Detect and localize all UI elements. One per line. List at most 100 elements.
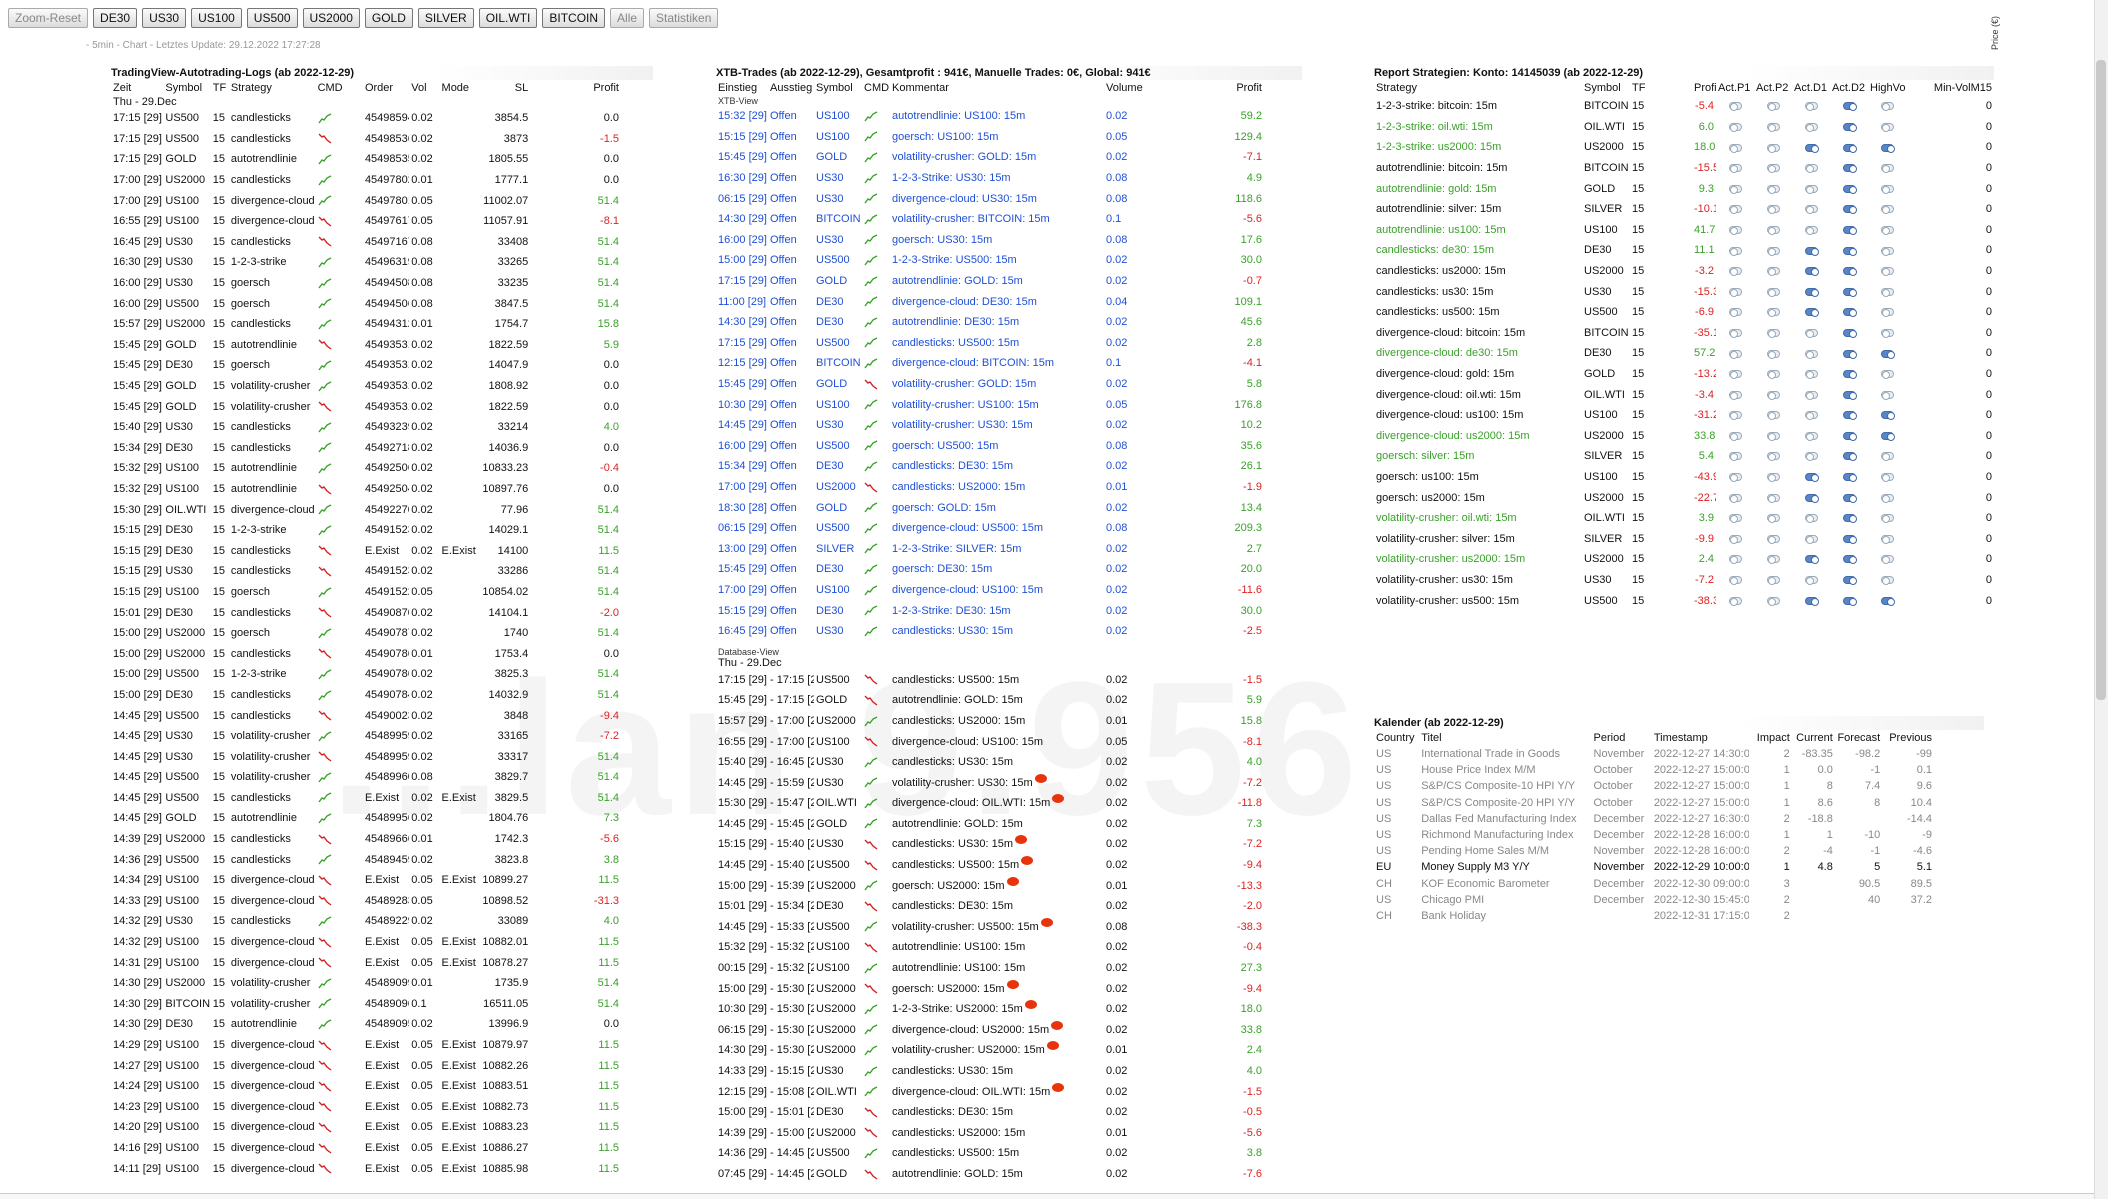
act-p2-toggle[interactable] [1766, 184, 1780, 194]
act-d2-toggle[interactable] [1842, 534, 1857, 544]
act-p2-toggle[interactable] [1766, 267, 1780, 277]
toolbar-button-us500[interactable]: US500 [246, 8, 298, 28]
highvol-toggle[interactable] [1880, 205, 1894, 215]
act-p2-toggle[interactable] [1766, 576, 1780, 586]
toolbar-button-us2000[interactable]: US2000 [302, 8, 360, 28]
act-d1-toggle[interactable] [1804, 349, 1818, 359]
act-d1-toggle[interactable] [1804, 596, 1819, 606]
act-d1-toggle[interactable] [1804, 184, 1818, 194]
highvol-toggle[interactable] [1880, 246, 1894, 256]
toolbar-button-silver[interactable]: SILVER [417, 8, 474, 28]
act-d1-toggle[interactable] [1804, 370, 1818, 380]
act-d1-toggle[interactable] [1804, 452, 1818, 462]
toolbar-button-bitcoin[interactable]: BITCOIN [542, 8, 606, 28]
highvol-toggle[interactable] [1880, 184, 1894, 194]
act-p1-toggle[interactable] [1728, 596, 1742, 606]
act-d2-toggle[interactable] [1842, 576, 1857, 586]
act-p2-toggle[interactable] [1766, 246, 1780, 256]
toolbar-button-oil-wti[interactable]: OIL.WTI [478, 8, 538, 28]
act-d1-toggle[interactable] [1804, 431, 1818, 441]
highvol-toggle[interactable] [1880, 555, 1894, 565]
act-d1-toggle[interactable] [1804, 328, 1818, 338]
act-p1-toggle[interactable] [1728, 555, 1742, 565]
act-d2-toggle[interactable] [1842, 287, 1857, 297]
act-d1-toggle[interactable] [1804, 411, 1818, 421]
act-d1-toggle[interactable] [1804, 493, 1819, 503]
act-p2-toggle[interactable] [1766, 102, 1780, 112]
toolbar-button-us100[interactable]: US100 [191, 8, 242, 28]
act-p2-toggle[interactable] [1766, 205, 1780, 215]
horizontal-scrollbar[interactable] [0, 1193, 2094, 1199]
act-d2-toggle[interactable] [1842, 246, 1857, 256]
toolbar-button-us30[interactable]: US30 [142, 8, 187, 28]
act-p2-toggle[interactable] [1766, 122, 1780, 132]
act-p1-toggle[interactable] [1728, 473, 1742, 483]
act-p2-toggle[interactable] [1766, 473, 1780, 483]
act-d2-toggle[interactable] [1842, 390, 1857, 400]
act-p1-toggle[interactable] [1728, 514, 1742, 524]
act-d2-toggle[interactable] [1842, 184, 1857, 194]
act-d2-toggle[interactable] [1842, 493, 1857, 503]
highvol-toggle[interactable] [1880, 225, 1894, 235]
act-p2-toggle[interactable] [1766, 514, 1780, 524]
act-p2-toggle[interactable] [1766, 308, 1780, 318]
act-d2-toggle[interactable] [1842, 308, 1857, 318]
highvol-toggle[interactable] [1880, 122, 1894, 132]
act-p1-toggle[interactable] [1728, 370, 1742, 380]
act-d2-toggle[interactable] [1842, 411, 1857, 421]
act-p1-toggle[interactable] [1728, 576, 1742, 586]
act-p1-toggle[interactable] [1728, 431, 1742, 441]
act-d2-toggle[interactable] [1842, 452, 1857, 462]
act-p2-toggle[interactable] [1766, 287, 1780, 297]
act-d1-toggle[interactable] [1804, 473, 1819, 483]
act-d1-toggle[interactable] [1804, 205, 1818, 215]
highvol-toggle[interactable] [1880, 534, 1894, 544]
act-d1-toggle[interactable] [1804, 514, 1818, 524]
vertical-scrollbar[interactable] [2094, 0, 2108, 1199]
act-d2-toggle[interactable] [1842, 164, 1857, 174]
act-d2-toggle[interactable] [1842, 122, 1857, 132]
act-d1-toggle[interactable] [1804, 534, 1818, 544]
act-d2-toggle[interactable] [1842, 328, 1857, 338]
act-p1-toggle[interactable] [1728, 349, 1742, 359]
act-p1-toggle[interactable] [1728, 164, 1742, 174]
act-p1-toggle[interactable] [1728, 225, 1742, 235]
act-p2-toggle[interactable] [1766, 452, 1780, 462]
act-p2-toggle[interactable] [1766, 390, 1780, 400]
highvol-toggle[interactable] [1880, 267, 1894, 277]
act-p1-toggle[interactable] [1728, 287, 1742, 297]
act-d1-toggle[interactable] [1804, 122, 1818, 132]
highvol-toggle[interactable] [1880, 411, 1895, 421]
act-p2-toggle[interactable] [1766, 370, 1780, 380]
act-p1-toggle[interactable] [1728, 122, 1742, 132]
act-d2-toggle[interactable] [1842, 370, 1857, 380]
act-p1-toggle[interactable] [1728, 143, 1742, 153]
highvol-toggle[interactable] [1880, 102, 1894, 112]
act-d2-toggle[interactable] [1842, 473, 1857, 483]
act-d2-toggle[interactable] [1842, 143, 1857, 153]
act-d2-toggle[interactable] [1842, 431, 1857, 441]
highvol-toggle[interactable] [1880, 349, 1895, 359]
act-p1-toggle[interactable] [1728, 205, 1742, 215]
act-p1-toggle[interactable] [1728, 390, 1742, 400]
act-d1-toggle[interactable] [1804, 390, 1818, 400]
highvol-toggle[interactable] [1880, 431, 1895, 441]
act-d2-toggle[interactable] [1842, 349, 1857, 359]
highvol-toggle[interactable] [1880, 473, 1894, 483]
act-p1-toggle[interactable] [1728, 534, 1742, 544]
highvol-toggle[interactable] [1880, 328, 1894, 338]
act-p1-toggle[interactable] [1728, 308, 1742, 318]
highvol-toggle[interactable] [1880, 390, 1894, 400]
toolbar-button-statistiken[interactable]: Statistiken [649, 8, 719, 28]
highvol-toggle[interactable] [1880, 287, 1894, 297]
scrollbar-thumb[interactable] [2096, 60, 2106, 700]
act-p2-toggle[interactable] [1766, 349, 1780, 359]
act-d1-toggle[interactable] [1804, 225, 1818, 235]
act-d2-toggle[interactable] [1842, 102, 1857, 112]
act-p2-toggle[interactable] [1766, 411, 1780, 421]
highvol-toggle[interactable] [1880, 164, 1894, 174]
act-d1-toggle[interactable] [1804, 287, 1819, 297]
act-p2-toggle[interactable] [1766, 431, 1780, 441]
highvol-toggle[interactable] [1880, 143, 1895, 153]
act-p1-toggle[interactable] [1728, 411, 1742, 421]
